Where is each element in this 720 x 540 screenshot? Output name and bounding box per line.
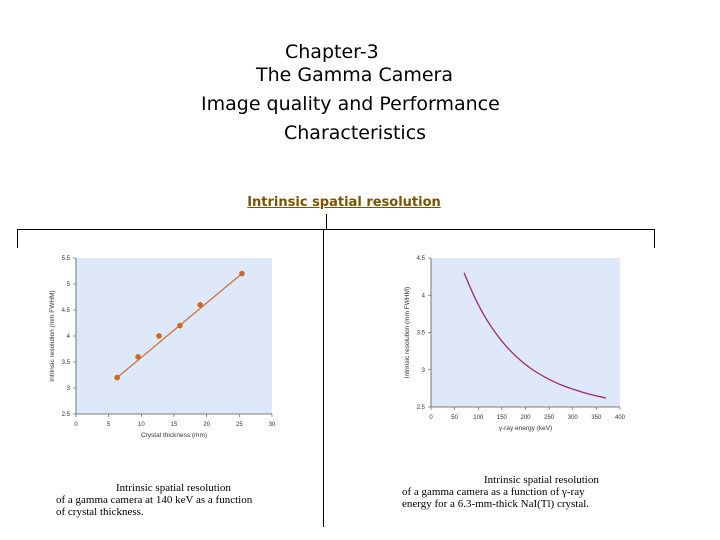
chart-crystal-thickness: 0 5 10 15 20 25 30 2.5 3 3.5 4 4.5 5 5.5 Crystal thick… [49,256,276,439]
title-line-2: The Gamma Camera [256,64,454,86]
right-y-tick-label: 3 [422,368,426,374]
left-data-point [239,270,245,277]
caption-left-line-3: of crystal thickness. [56,506,144,518]
title-line-3: Image quality and Performance [201,93,500,115]
left-data-point [197,302,203,308]
left-data-point [114,374,120,381]
left-y-tick-label: 2.5 [62,412,71,418]
left-data-point [135,354,141,360]
right-plot-area [431,258,620,407]
left-y-tick-label: 4.5 [62,308,71,314]
caption-right-line-3: energy for a 6.3-mm-thick NaI(Tl) crysta… [402,498,590,510]
caption-left-line-1: Intrinsic spatial resolution [116,482,231,494]
right-x-tick-label: 300 [568,415,579,421]
right-x-tick-label: 350 [591,415,602,421]
left-y-tick-label: 3.5 [62,360,71,366]
right-y-tick-label: 4.5 [417,256,426,262]
left-x-tick-label: 25 [236,422,243,428]
caption-left: Intrinsic spatial resolution of a gamma … [56,482,252,518]
left-x-tick-label: 15 [171,422,178,428]
caption-left-line-2: of a gamma camera at 140 keV as a functi… [56,494,253,506]
left-y-tick-label: 5.5 [62,256,71,262]
left-x-tick-label: 5 [107,422,111,428]
left-y-tick-label: 5 [67,282,71,288]
right-y-tick-label: 2.5 [417,405,426,411]
left-x-label: Crystal thickness (mm) [141,432,207,439]
bracket-line [17,229,655,248]
left-y-tick-label: 4 [67,334,71,340]
left-y-tick-label: 3 [67,386,71,392]
right-x-tick-label: 50 [451,415,458,421]
caption-right-line-2: of a gamma camera as a function of γ-ray [402,486,585,498]
left-data-point [156,333,162,339]
left-x-tick-label: 0 [74,422,78,428]
right-x-tick-label: 400 [615,415,626,421]
right-x-tick-label: 200 [520,415,531,421]
right-y-label: Intrinsic resolution (mm FWHM) [404,287,411,378]
title-line-4: Characteristics [284,122,427,144]
right-x-label: γ-ray energy (keV) [499,425,552,432]
left-x-tick-label: 20 [203,422,210,428]
bracket-tick [326,214,327,229]
right-y-tick-label: 4 [422,293,426,299]
chart-gamma-energy: 0 50 100 150 200 250 300 350 400 2.5 3 3.5 4 4.5 γ-ray… [404,256,626,432]
right-series-line [463,272,606,399]
left-plot-area [76,258,272,414]
right-x-tick-label: 0 [429,415,433,421]
right-y-tick-label: 3.5 [417,331,426,337]
column-divider [323,229,324,527]
right-x-tick-label: 250 [544,415,555,421]
caption-right-line-1: Intrinsic spatial resolution [484,474,599,486]
caption-right: Intrinsic spatial resolution of a gamma … [402,474,599,510]
left-data-point [177,322,183,329]
title-line-1: Chapter-3 [285,41,379,63]
left-x-tick-label: 30 [269,422,276,428]
section-link[interactable]: Intrinsic spatial resolution [247,195,441,210]
left-x-tick-label: 10 [138,422,145,428]
right-x-tick-label: 150 [497,415,508,421]
left-y-label: Intrinsic resolution (mm FWHM) [49,290,56,381]
right-x-tick-label: 100 [473,415,484,421]
